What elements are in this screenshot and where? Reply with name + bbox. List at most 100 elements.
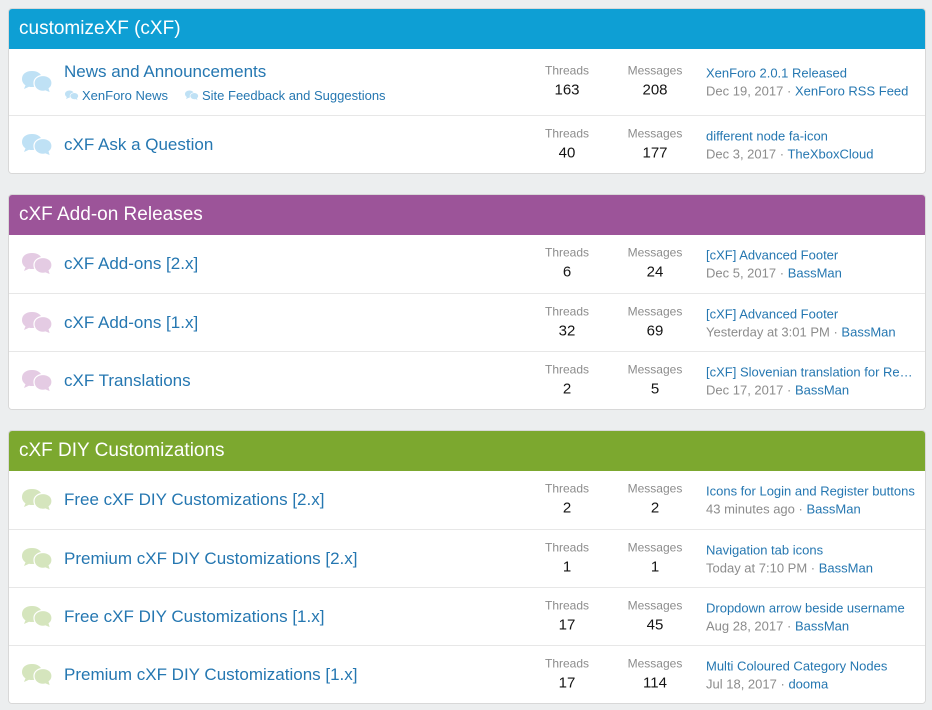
separator: · <box>779 265 785 281</box>
latest-post: Navigation tab icons Today at 7:10 PM · … <box>706 541 918 576</box>
messages-count: 69 <box>646 322 664 339</box>
node-free-diy-2x[interactable]: Free cXF DIY Customizations [2.x] Thread… <box>9 471 925 529</box>
latest-post-title[interactable]: different node fa-icon <box>706 128 828 143</box>
latest-post-date: Dec 17, 2017 <box>706 382 784 397</box>
latest-post-user[interactable]: BassMan <box>794 382 850 397</box>
latest-post-meta: Yesterday at 3:01 PM · BassMan <box>706 323 918 340</box>
node-ask-a-question[interactable]: cXF Ask a Question Threads 40 Messages 177… <box>9 115 925 173</box>
category-header[interactable]: cXF Add-on Releases <box>9 195 925 235</box>
latest-post: [cXF] Advanced Footer Yesterday at 3:01 … <box>706 305 918 340</box>
latest-post: [cXF] Slovenian translation for Resource… <box>706 363 918 398</box>
node-title[interactable]: Premium cXF DIY Customizations [2.x] <box>64 548 358 568</box>
node-addons-1x[interactable]: cXF Add-ons [1.x] Threads 32 Messages 69 [… <box>9 293 925 351</box>
threads-stat: Threads 17 <box>527 598 607 635</box>
threads-label: Threads <box>544 362 590 376</box>
latest-post-title[interactable]: XenForo 2.0.1 Released <box>706 65 847 81</box>
node-title[interactable]: Free cXF DIY Customizations [2.x] <box>64 490 325 509</box>
latest-post-user[interactable]: BassMan <box>818 560 873 575</box>
threads-count: 1 <box>562 558 572 575</box>
latest-post-date: Yesterday at 3:01 PM <box>706 324 830 339</box>
latest-post-user[interactable]: BassMan <box>806 501 861 517</box>
latest-post-meta: Today at 7:10 PM · BassMan <box>706 559 918 576</box>
chat-bubbles-icon <box>22 663 53 687</box>
chat-bubbles-icon <box>22 71 53 95</box>
latest-post-title[interactable]: [cXF] Advanced Footer <box>706 247 839 263</box>
messages-stat: Messages 5 <box>615 362 695 399</box>
latest-post: Multi Coloured Category Nodes Jul 18, 20… <box>706 657 918 692</box>
messages-label: Messages <box>627 63 683 78</box>
threads-stat: Threads 32 <box>527 304 607 341</box>
chat-bubbles-icon <box>22 489 53 513</box>
messages-count: 114 <box>643 674 667 691</box>
category-header[interactable]: customizeXF (cXF) <box>9 9 925 49</box>
node-addons-2x[interactable]: cXF Add-ons [2.x] Threads 6 Messages 24 [c… <box>9 235 925 293</box>
messages-count: 5 <box>650 380 660 397</box>
latest-post-date: 43 minutes ago <box>706 501 795 517</box>
node-title[interactable]: cXF Translations <box>64 370 191 390</box>
messages-count: 177 <box>642 144 668 161</box>
subforum-link[interactable]: XenForo News <box>64 88 168 103</box>
messages-stat: Messages 177 <box>615 126 695 163</box>
latest-post-user[interactable]: XenForo RSS Feed <box>794 83 909 99</box>
node-premium-diy-2x[interactable]: Premium cXF DIY Customizations [2.x] Thr… <box>9 529 925 587</box>
latest-post-meta: Dec 17, 2017 · BassMan <box>706 381 918 398</box>
latest-post: different node fa-icon Dec 3, 2017 · The… <box>706 127 918 162</box>
node-title[interactable]: cXF Add-ons [1.x] <box>64 312 199 332</box>
latest-post-meta: Aug 28, 2017 · BassMan <box>706 617 918 634</box>
messages-stat: Messages 114 <box>615 656 695 693</box>
category-customizexf: customizeXF (cXF) News and Announcements… <box>8 8 926 174</box>
messages-stat: Messages 45 <box>615 598 695 635</box>
node-title[interactable]: News and Announcements <box>64 62 267 81</box>
threads-count: 40 <box>558 144 576 161</box>
messages-count: 2 <box>650 499 660 517</box>
latest-post-date: Today at 7:10 PM <box>706 560 808 575</box>
latest-post-user[interactable]: TheXboxCloud <box>787 146 874 161</box>
threads-count: 2 <box>562 499 572 517</box>
latest-post-user[interactable]: BassMan <box>794 618 850 633</box>
latest-post-user[interactable]: BassMan <box>787 265 842 281</box>
latest-post: Dropdown arrow beside username Aug 28, 2… <box>706 599 918 634</box>
node-translations[interactable]: cXF Translations Threads 2 Messages 5 [cXF… <box>9 351 925 409</box>
threads-stat: Threads 1 <box>527 540 607 577</box>
category-addon-releases: cXF Add-on Releases cXF Add-ons [2.x] Th… <box>8 194 926 410</box>
chat-bubbles-icon <box>22 547 53 571</box>
node-news-and-announcements[interactable]: News and Announcements XenForo News Site… <box>9 49 925 115</box>
latest-post-title[interactable]: Navigation tab icons <box>706 542 824 557</box>
node-title[interactable]: Premium cXF DIY Customizations [1.x] <box>64 664 358 684</box>
subforum-chat-icon <box>184 90 199 101</box>
latest-post: [cXF] Advanced Footer Dec 5, 2017 · Bass… <box>706 247 918 282</box>
threads-stat: Threads 2 <box>527 362 607 399</box>
category-header[interactable]: cXF DIY Customizations <box>9 431 925 471</box>
node-title[interactable]: cXF Ask a Question <box>64 134 214 154</box>
latest-post-title[interactable]: Icons for Login and Register buttons <box>706 483 915 499</box>
threads-count: 17 <box>558 616 576 633</box>
latest-post-title[interactable]: [cXF] Advanced Footer <box>706 306 839 321</box>
node-free-diy-1x[interactable]: Free cXF DIY Customizations [1.x] Thread… <box>9 587 925 645</box>
threads-label: Threads <box>544 540 590 554</box>
threads-stat: Threads 6 <box>527 246 607 283</box>
latest-post-title[interactable]: [cXF] Slovenian translation for Resource… <box>706 364 918 379</box>
latest-post-user[interactable]: dooma <box>788 676 829 691</box>
subforum-link[interactable]: Site Feedback and Suggestions <box>184 88 386 103</box>
latest-post-date: Dec 3, 2017 <box>706 146 777 161</box>
latest-post-title[interactable]: Dropdown arrow beside username <box>706 600 905 615</box>
latest-post-date: Aug 28, 2017 <box>706 618 784 633</box>
separator: · <box>798 501 803 517</box>
latest-post-meta: Dec 5, 2017 · BassMan <box>706 265 918 282</box>
messages-label: Messages <box>627 362 683 376</box>
node-title[interactable]: cXF Add-ons [2.x] <box>64 254 199 273</box>
messages-label: Messages <box>627 598 683 612</box>
messages-label: Messages <box>627 481 683 496</box>
latest-post-meta: 43 minutes ago · BassMan <box>706 501 918 518</box>
threads-stat: Threads 163 <box>527 64 607 101</box>
messages-label: Messages <box>627 126 683 140</box>
node-title[interactable]: Free cXF DIY Customizations [1.x] <box>64 606 325 626</box>
subforum-list: XenForo News Site Feedback and Suggestio… <box>64 88 386 103</box>
category-diy-customizations: cXF DIY Customizations Free cXF DIY Cust… <box>8 430 926 704</box>
latest-post-date: Dec 5, 2017 <box>706 265 777 281</box>
latest-post-user[interactable]: BassMan <box>841 324 896 339</box>
latest-post-title[interactable]: Multi Coloured Category Nodes <box>706 658 888 673</box>
threads-label: Threads <box>544 656 590 670</box>
node-premium-diy-1x[interactable]: Premium cXF DIY Customizations [1.x] Thr… <box>9 645 925 703</box>
threads-count: 2 <box>562 380 572 397</box>
